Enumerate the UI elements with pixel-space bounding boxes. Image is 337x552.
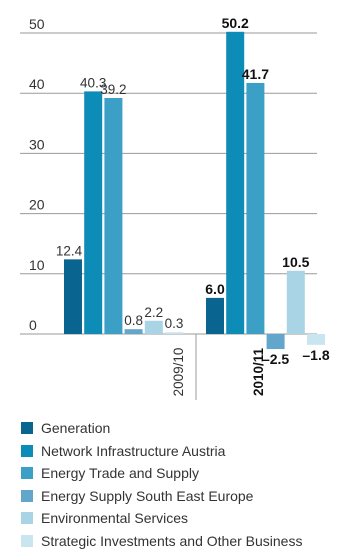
legend-item-energy-trade-and-supply: Energy Trade and Supply (21, 462, 302, 485)
data-label: 12.4 (56, 243, 83, 258)
bar-strategic-investments-and-other-business-2010-11 (307, 334, 325, 345)
data-label: 50.2 (222, 15, 249, 31)
legend-swatch (21, 445, 33, 457)
data-label: 2.2 (144, 305, 163, 320)
legend-item-energy-supply-south-east-europe: Energy Supply South East Europe (21, 485, 302, 508)
bar-network-infrastructure-austria-2009-10 (84, 91, 102, 334)
data-label: 0.8 (124, 313, 143, 328)
legend-swatch (21, 490, 33, 502)
legend-label: Energy Supply South East Europe (41, 488, 253, 504)
legend-swatch (21, 535, 33, 547)
y-tick-label-0: 0 (29, 317, 37, 333)
data-label: 10.5 (282, 254, 309, 270)
data-label: –1.8 (302, 347, 329, 363)
bar-energy-supply-south-east-europe-2010-11 (267, 334, 285, 349)
y-tick-label-10: 10 (29, 257, 45, 273)
legend-label: Generation (41, 420, 110, 436)
legend-label: Strategic Investments and Other Business (41, 533, 302, 549)
legend-item-environmental-services: Environmental Services (21, 507, 302, 530)
data-label: 0.3 (165, 316, 184, 331)
legend-label: Network Infrastructure Austria (41, 443, 225, 459)
legend-item-generation: Generation (21, 417, 302, 440)
bar-environmental-services-2010-11 (287, 271, 305, 334)
legend-swatch (21, 512, 33, 524)
legend-item-network-infrastructure-austria: Network Infrastructure Austria (21, 440, 302, 463)
y-tick-label-50: 50 (29, 16, 45, 32)
category-label-2009-10: 2009/10 (171, 348, 186, 397)
y-tick-label-40: 40 (29, 76, 45, 92)
legend-label: Energy Trade and Supply (41, 465, 199, 481)
y-tick-label-30: 30 (29, 136, 45, 152)
legend-swatch (21, 467, 33, 479)
legend-label: Environmental Services (41, 510, 188, 526)
category-labels: 2009/10 2010/11 (171, 347, 266, 396)
y-tick-label-20: 20 (29, 197, 45, 213)
y-axis-ticks: 0 10 20 30 40 50 (29, 16, 45, 333)
data-label: 6.0 (205, 281, 225, 297)
legend-swatch (21, 422, 33, 434)
data-label: 39.2 (100, 82, 126, 97)
legend-item-strategic-investments-and-other-business: Strategic Investments and Other Business (21, 530, 302, 552)
legend: Generation Network Infrastructure Austri… (21, 417, 302, 552)
bar-energy-trade-and-supply-2009-10 (104, 98, 122, 334)
data-label: –2.5 (262, 351, 289, 367)
bar-strategic-investments-and-other-business-2009-10 (165, 332, 183, 334)
bar-environmental-services-2009-10 (145, 321, 163, 334)
category-label-2010-11: 2010/11 (251, 347, 266, 396)
bar-generation-2009-10 (64, 259, 82, 334)
bar-energy-trade-and-supply-2010-11 (246, 83, 264, 334)
bar-energy-supply-south-east-europe-2009-10 (125, 329, 143, 334)
bar-generation-2010-11 (206, 298, 224, 334)
data-label: 41.7 (242, 66, 269, 82)
